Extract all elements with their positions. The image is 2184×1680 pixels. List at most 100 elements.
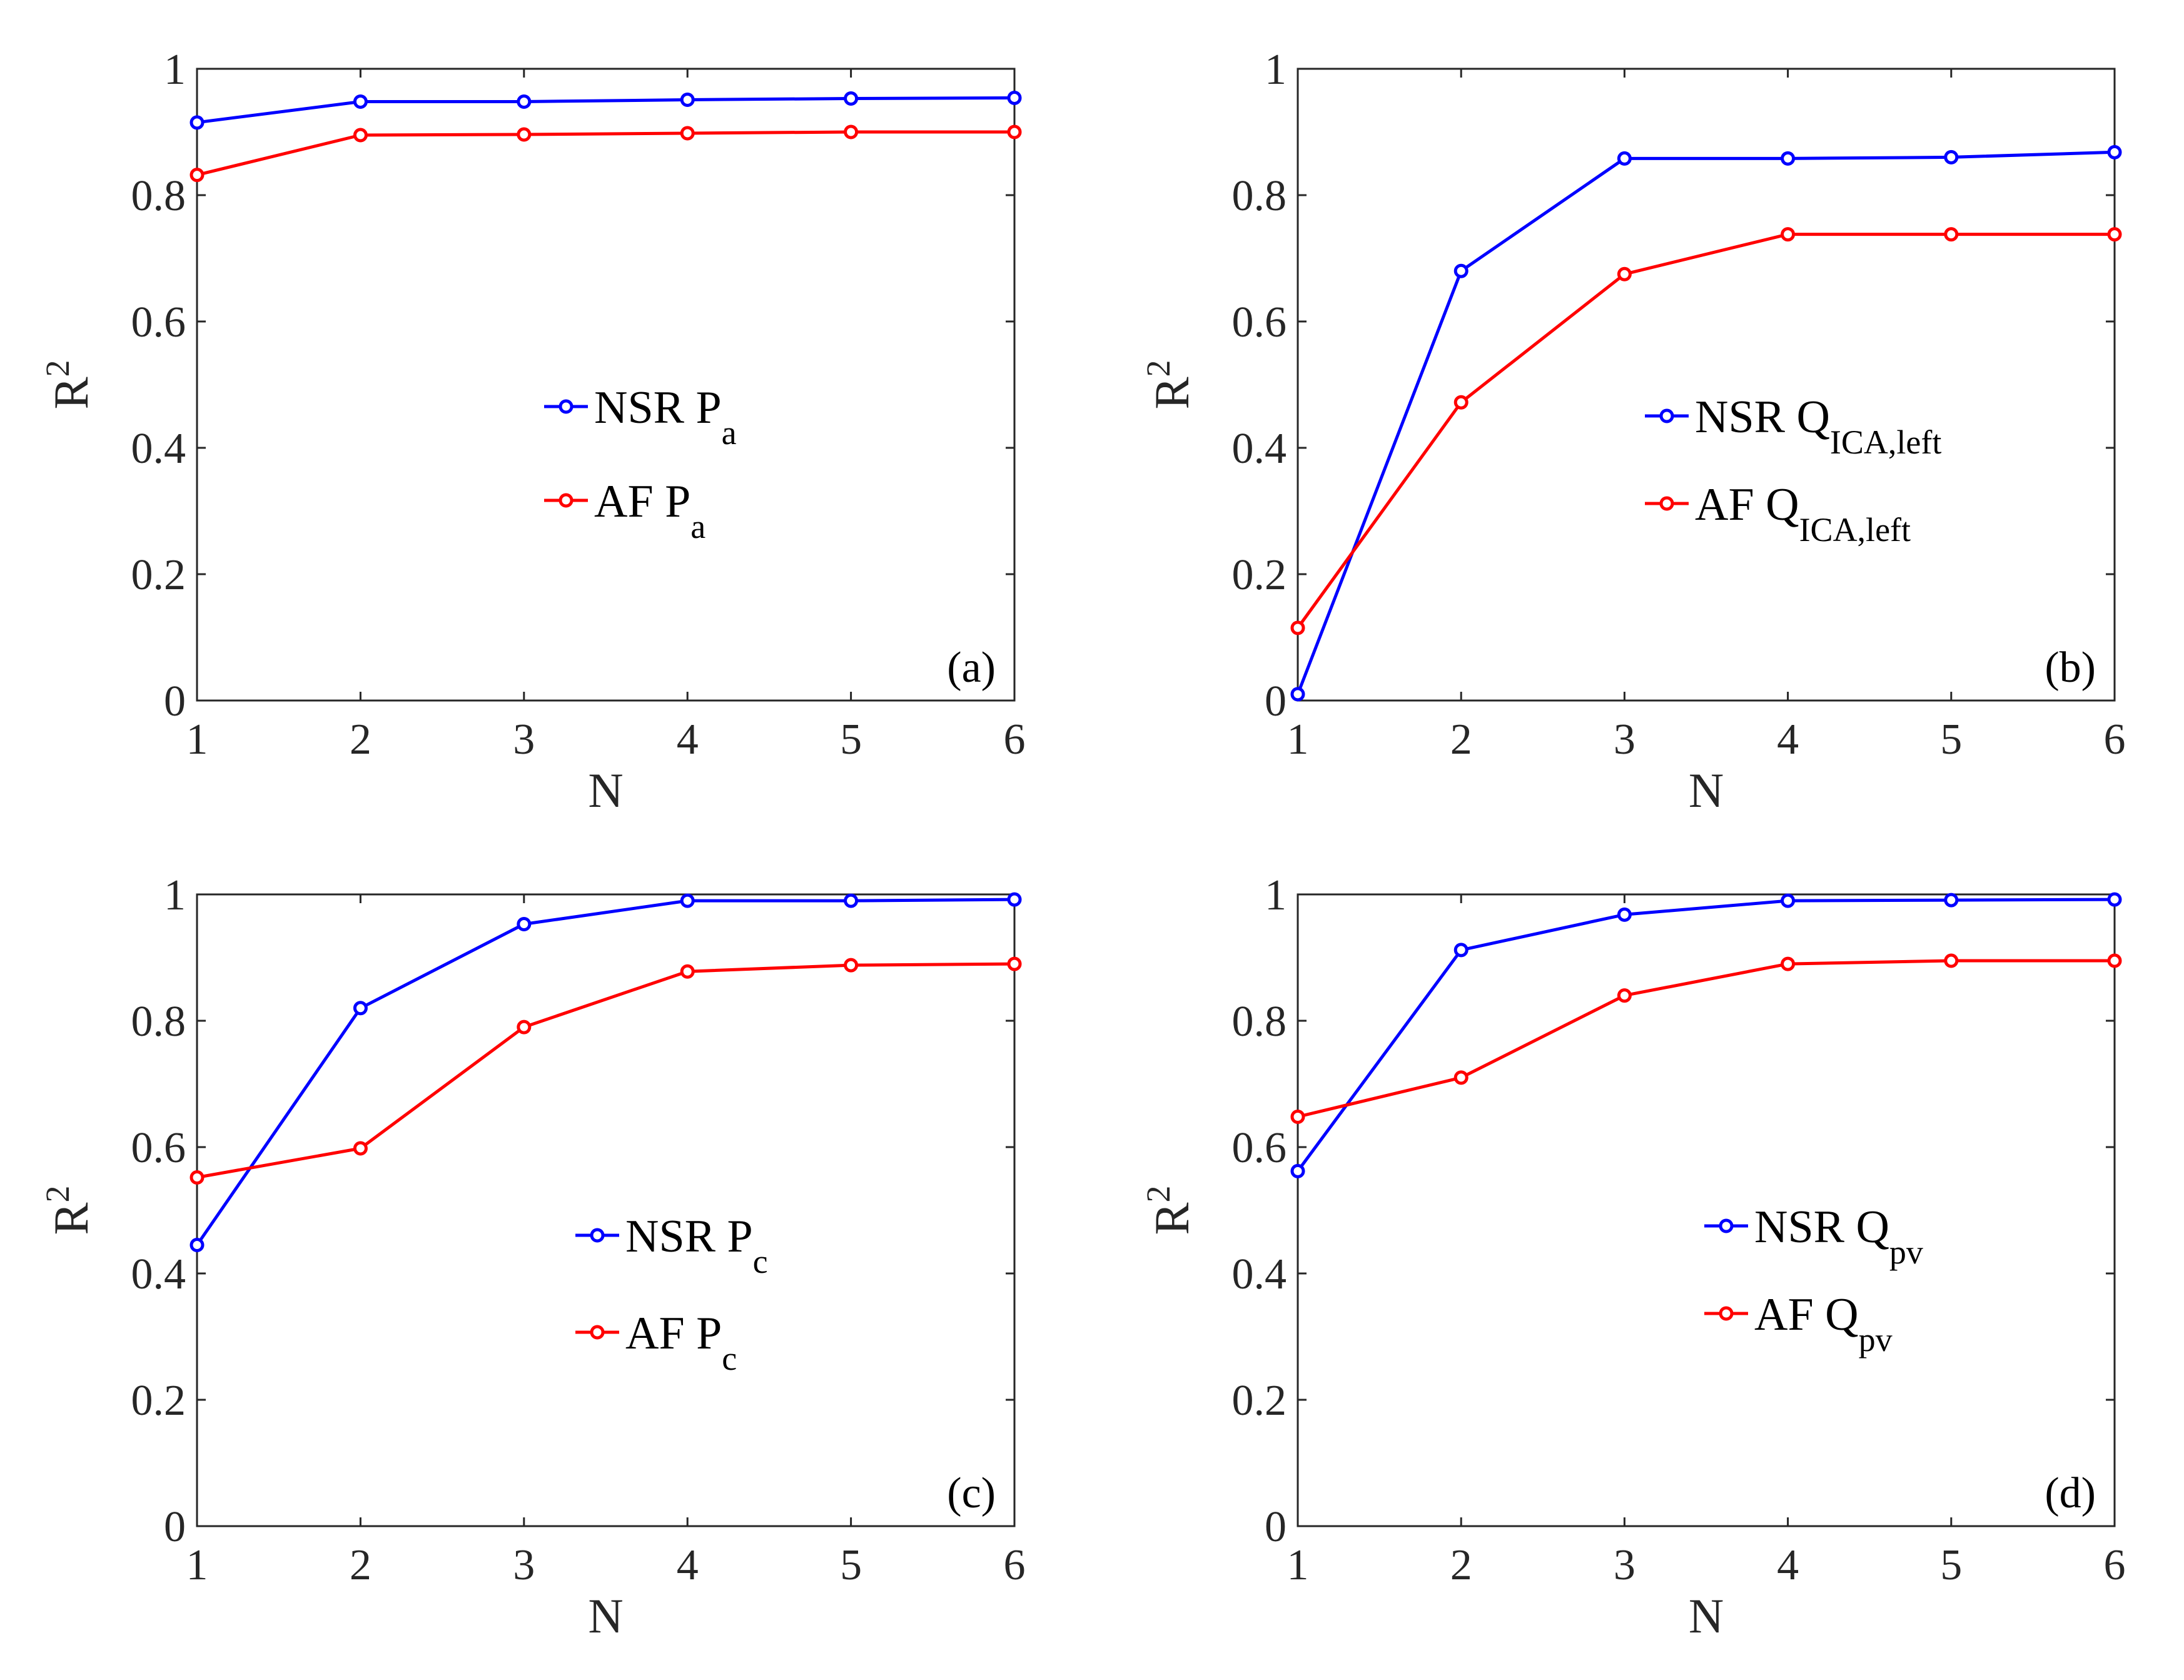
y-axis-label-base: R (1145, 1202, 1199, 1235)
y-tick-label: 0 (1265, 1503, 1287, 1551)
y-tick-label: 0.8 (1232, 172, 1287, 220)
series-line-nsr (1296, 150, 2115, 695)
data-point-af (1781, 956, 1796, 971)
data-point-nsr (844, 893, 859, 908)
y-axis-label-sup: 2 (39, 1185, 76, 1202)
legend-series-name: AF (1754, 1289, 1825, 1340)
y-tick-label: 0.8 (1232, 998, 1287, 1046)
data-point-af (517, 1020, 532, 1035)
panel-label: (d) (2045, 1469, 2096, 1517)
data-point-nsr (2107, 892, 2122, 907)
y-axis-label-base: R (1145, 377, 1199, 409)
data-point-nsr (190, 115, 205, 130)
legend-series-name: NSR (1754, 1202, 1856, 1253)
x-tick-label: 6 (2104, 716, 2126, 764)
data-point-af (353, 128, 368, 143)
data-point-nsr (1781, 893, 1796, 908)
y-tick-label: 1 (1265, 871, 1287, 919)
panel-label: (a) (947, 644, 996, 692)
y-tick-label: 0 (164, 1503, 186, 1551)
series-line-af (196, 130, 1014, 177)
y-tick-label: 0 (164, 677, 186, 726)
x-tick-label: 2 (350, 716, 372, 764)
x-tick-label: 5 (840, 1541, 862, 1589)
y-axis-label-base: R (44, 1202, 98, 1235)
legend-marker (559, 493, 574, 508)
legend-variable: Q (1825, 1289, 1858, 1340)
plot-area-frame (1297, 68, 2116, 702)
data-point-nsr (680, 92, 695, 107)
legend-label: AF QICA,left (1695, 479, 1911, 549)
data-point-af (1944, 227, 1959, 242)
data-point-nsr (517, 94, 532, 109)
panel-label: (b) (2045, 644, 2096, 692)
legend-subscript: pv (1859, 1321, 1893, 1359)
series-line-af (1297, 959, 2115, 1118)
data-point-nsr (1290, 1163, 1305, 1178)
legend-entry-nsr: NSR Pa (544, 382, 737, 452)
legend-label: NSR Pa (594, 382, 737, 452)
legend-label: AF Qpv (1754, 1289, 1893, 1359)
plot-area-frame (196, 893, 1016, 1527)
x-tick-label: 2 (1450, 1541, 1472, 1589)
legend-label: AF Pa (594, 476, 705, 545)
y-tick-label: 0.6 (131, 298, 186, 347)
data-point-af (1007, 124, 1022, 139)
legend-entry-af: AF Pa (544, 476, 705, 545)
data-point-af (1617, 988, 1632, 1003)
data-point-nsr (1007, 892, 1022, 907)
y-tick-label: 0.8 (131, 172, 186, 220)
x-axis-label: N (588, 1589, 623, 1643)
legend-series-name: AF (1695, 479, 1766, 530)
y-axis-label: R2 (1140, 360, 1199, 409)
legend-marker (1659, 408, 1674, 423)
data-point-af (1453, 395, 1469, 410)
legend-variable: P (665, 476, 690, 527)
y-tick-label: 0.4 (131, 425, 186, 473)
x-axis-label: N (1689, 763, 1724, 817)
legend-variable: P (727, 1211, 752, 1262)
data-point-af (190, 168, 205, 183)
legend-marker (1659, 496, 1674, 511)
panel-label: (c) (947, 1469, 996, 1517)
data-point-af (2107, 953, 2122, 968)
y-axis-label-sup: 2 (1140, 360, 1177, 377)
y-tick-label: 0.2 (131, 551, 186, 599)
legend-label: NSR QICA,left (1695, 392, 1941, 461)
data-point-nsr (1290, 687, 1305, 702)
y-axis-label-sup: 2 (39, 360, 76, 377)
data-point-nsr (1453, 263, 1469, 278)
x-tick-label: 6 (1004, 716, 1026, 764)
x-tick-label: 1 (186, 716, 208, 764)
x-tick-label: 2 (1450, 716, 1472, 764)
y-axis-label-base: R (44, 377, 98, 409)
x-tick-label: 4 (677, 1541, 699, 1589)
series-line-nsr (196, 96, 1015, 124)
y-tick-label: 1 (164, 46, 186, 94)
y-tick-label: 0.6 (1232, 298, 1287, 347)
x-tick-label: 1 (1287, 716, 1309, 764)
legend-label: NSR Qpv (1754, 1202, 1923, 1271)
y-tick-label: 0.6 (131, 1124, 186, 1172)
legend-subscript: c (753, 1243, 768, 1280)
legend-variable: Q (1766, 479, 1799, 530)
legend-label: NSR Pc (625, 1211, 768, 1280)
x-tick-label: 6 (2104, 1541, 2126, 1589)
data-point-nsr (517, 916, 532, 931)
plot-area-frame (196, 68, 1016, 702)
y-tick-label: 1 (164, 871, 186, 919)
series-line-af (1296, 233, 2115, 629)
x-tick-label: 3 (513, 716, 535, 764)
x-tick-label: 5 (840, 716, 862, 764)
data-point-af (2107, 227, 2122, 242)
legend-entry-nsr: NSR Pc (575, 1211, 768, 1280)
legend-marker (590, 1228, 605, 1243)
legend-marker (590, 1325, 605, 1340)
legend-label: AF Pc (625, 1308, 737, 1377)
legend-variable: P (696, 1308, 722, 1359)
series-line-nsr (1296, 898, 2115, 1172)
y-tick-label: 0.6 (1232, 1124, 1287, 1172)
